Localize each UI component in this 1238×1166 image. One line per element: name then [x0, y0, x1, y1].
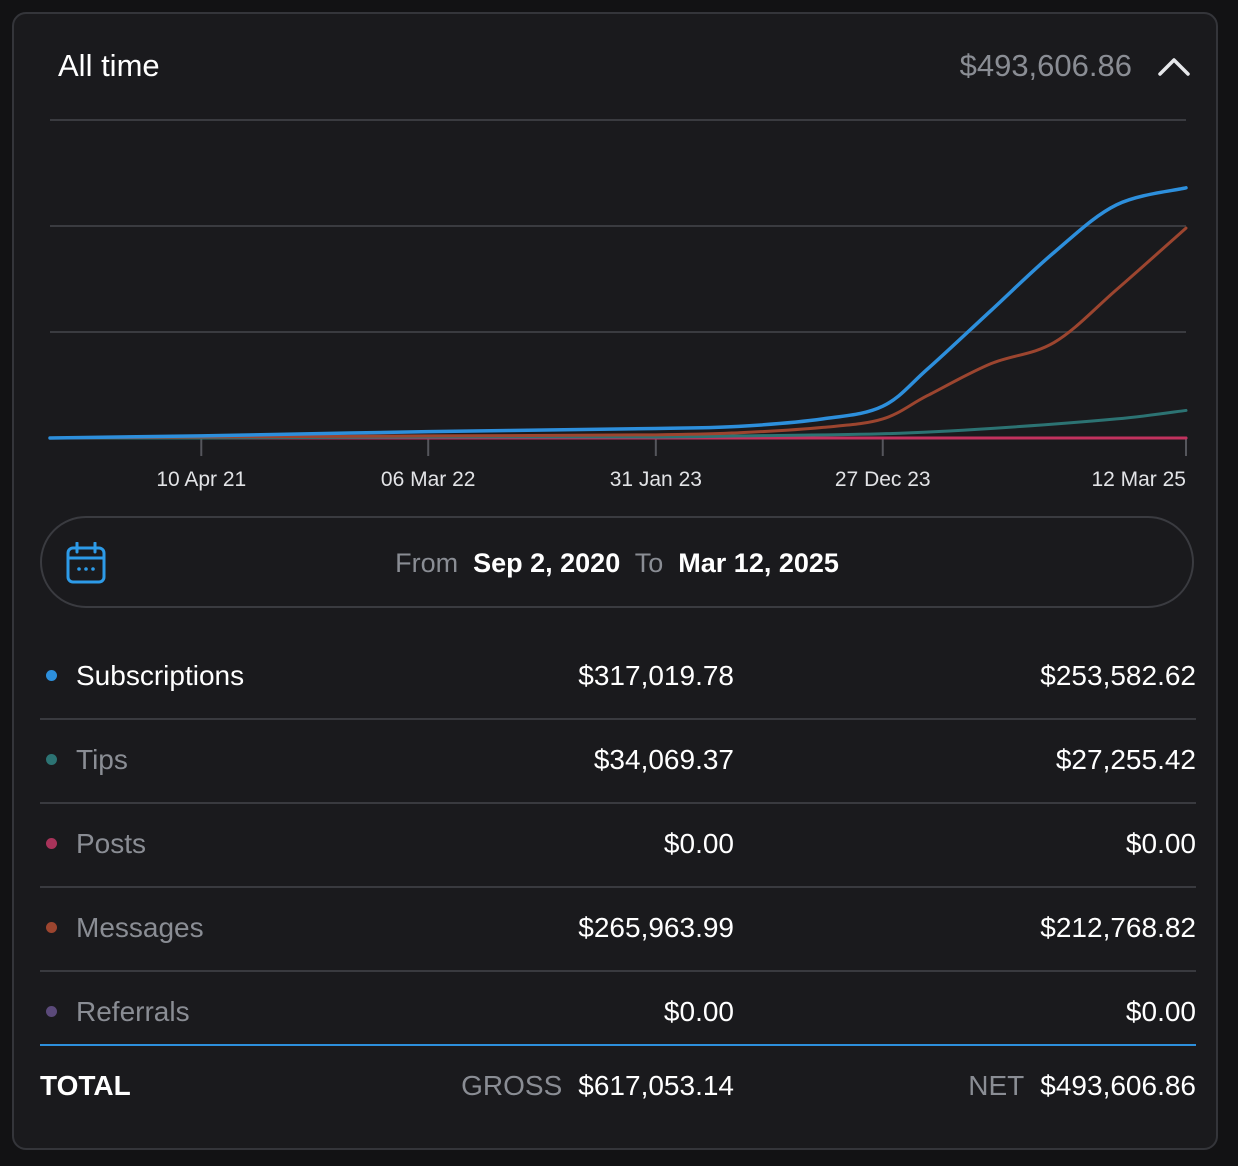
row-label: Referrals [76, 996, 190, 1027]
total-net: NET $493,606.86 [968, 1070, 1196, 1102]
date-range-picker[interactable]: From Sep 2, 2020 To Mar 12, 2025 [40, 516, 1194, 608]
x-tick-label: 10 Apr 21 [156, 468, 246, 491]
period-title: All time [58, 48, 160, 83]
series-line-messages [48, 226, 1188, 440]
row-net: $27,255.42 [1055, 744, 1196, 775]
to-label: To [634, 548, 664, 578]
row-net: $0.00 [1125, 828, 1196, 859]
total-label: TOTAL [40, 1070, 131, 1101]
row-gross: $0.00 [663, 996, 734, 1027]
series-dot [46, 1006, 57, 1017]
from-label: From [395, 548, 459, 578]
series-dot [46, 922, 57, 933]
series-dot [46, 754, 57, 765]
breakdown-row-tips: Tips $34,069.37 $27,255.42 [40, 720, 1196, 804]
row-net: $253,582.62 [1040, 660, 1196, 691]
chevron-up-icon[interactable] [1156, 52, 1192, 80]
breakdown-row-posts: Posts $0.00 $0.00 [40, 804, 1196, 888]
gross-label: GROSS [461, 1070, 563, 1101]
row-gross: $0.00 [663, 828, 734, 859]
net-label: NET [968, 1070, 1025, 1101]
x-tick-label: 31 Jan 23 [610, 468, 702, 491]
x-tick-label: 27 Dec 23 [835, 468, 931, 491]
to-date: Mar 12, 2025 [678, 548, 839, 578]
series-dot [46, 838, 57, 849]
x-tick-label: 06 Mar 22 [381, 468, 476, 491]
row-gross: $265,963.99 [578, 912, 734, 943]
period-total-amount: $493,606.86 [959, 48, 1132, 83]
calendar-icon [66, 542, 106, 584]
row-net: $212,768.82 [1040, 912, 1196, 943]
row-label: Posts [76, 828, 147, 859]
row-label: Messages [76, 912, 204, 943]
from-date: Sep 2, 2020 [473, 548, 621, 578]
total-gross: GROSS $617,053.14 [461, 1070, 734, 1102]
chart-x-axis: 10 Apr 21 06 Mar 22 31 Jan 23 27 Dec 23 12 M… [156, 438, 1187, 491]
x-tick-label: 12 Mar 25 [1091, 468, 1186, 491]
row-gross: $317,019.78 [578, 660, 734, 691]
total-row: TOTAL GROSS $617,053.14 NET $493,606.86 [40, 1044, 1196, 1126]
series-dot [46, 670, 57, 681]
series-line-subscriptions [48, 186, 1188, 440]
breakdown-row-referrals: Referrals $0.00 $0.00 [40, 972, 1196, 1054]
row-label: Subscriptions [76, 660, 245, 691]
chart-gridlines [50, 119, 1186, 439]
breakdown-row-subscriptions: Subscriptions $317,019.78 $253,582.62 [40, 636, 1196, 720]
row-gross: $34,069.37 [593, 744, 734, 775]
breakdown-row-messages: Messages $265,963.99 $212,768.82 [40, 888, 1196, 972]
chart-series [48, 186, 1188, 440]
earnings-card: All time $493,606.86 10 Apr 21 06 Mar 22 3… [12, 12, 1218, 1150]
row-label: Tips [76, 744, 128, 775]
row-net: $0.00 [1125, 996, 1196, 1027]
earnings-line-chart: 10 Apr 21 06 Mar 22 31 Jan 23 27 Dec 23 12 M… [48, 119, 1188, 491]
gross-value: $617,053.14 [578, 1070, 734, 1101]
date-range-text: From Sep 2, 2020 To Mar 12, 2025 [42, 548, 1192, 579]
earnings-breakdown: Subscriptions $317,019.78 $253,582.62 Ti… [40, 636, 1196, 1054]
net-value: $493,606.86 [1040, 1070, 1196, 1101]
